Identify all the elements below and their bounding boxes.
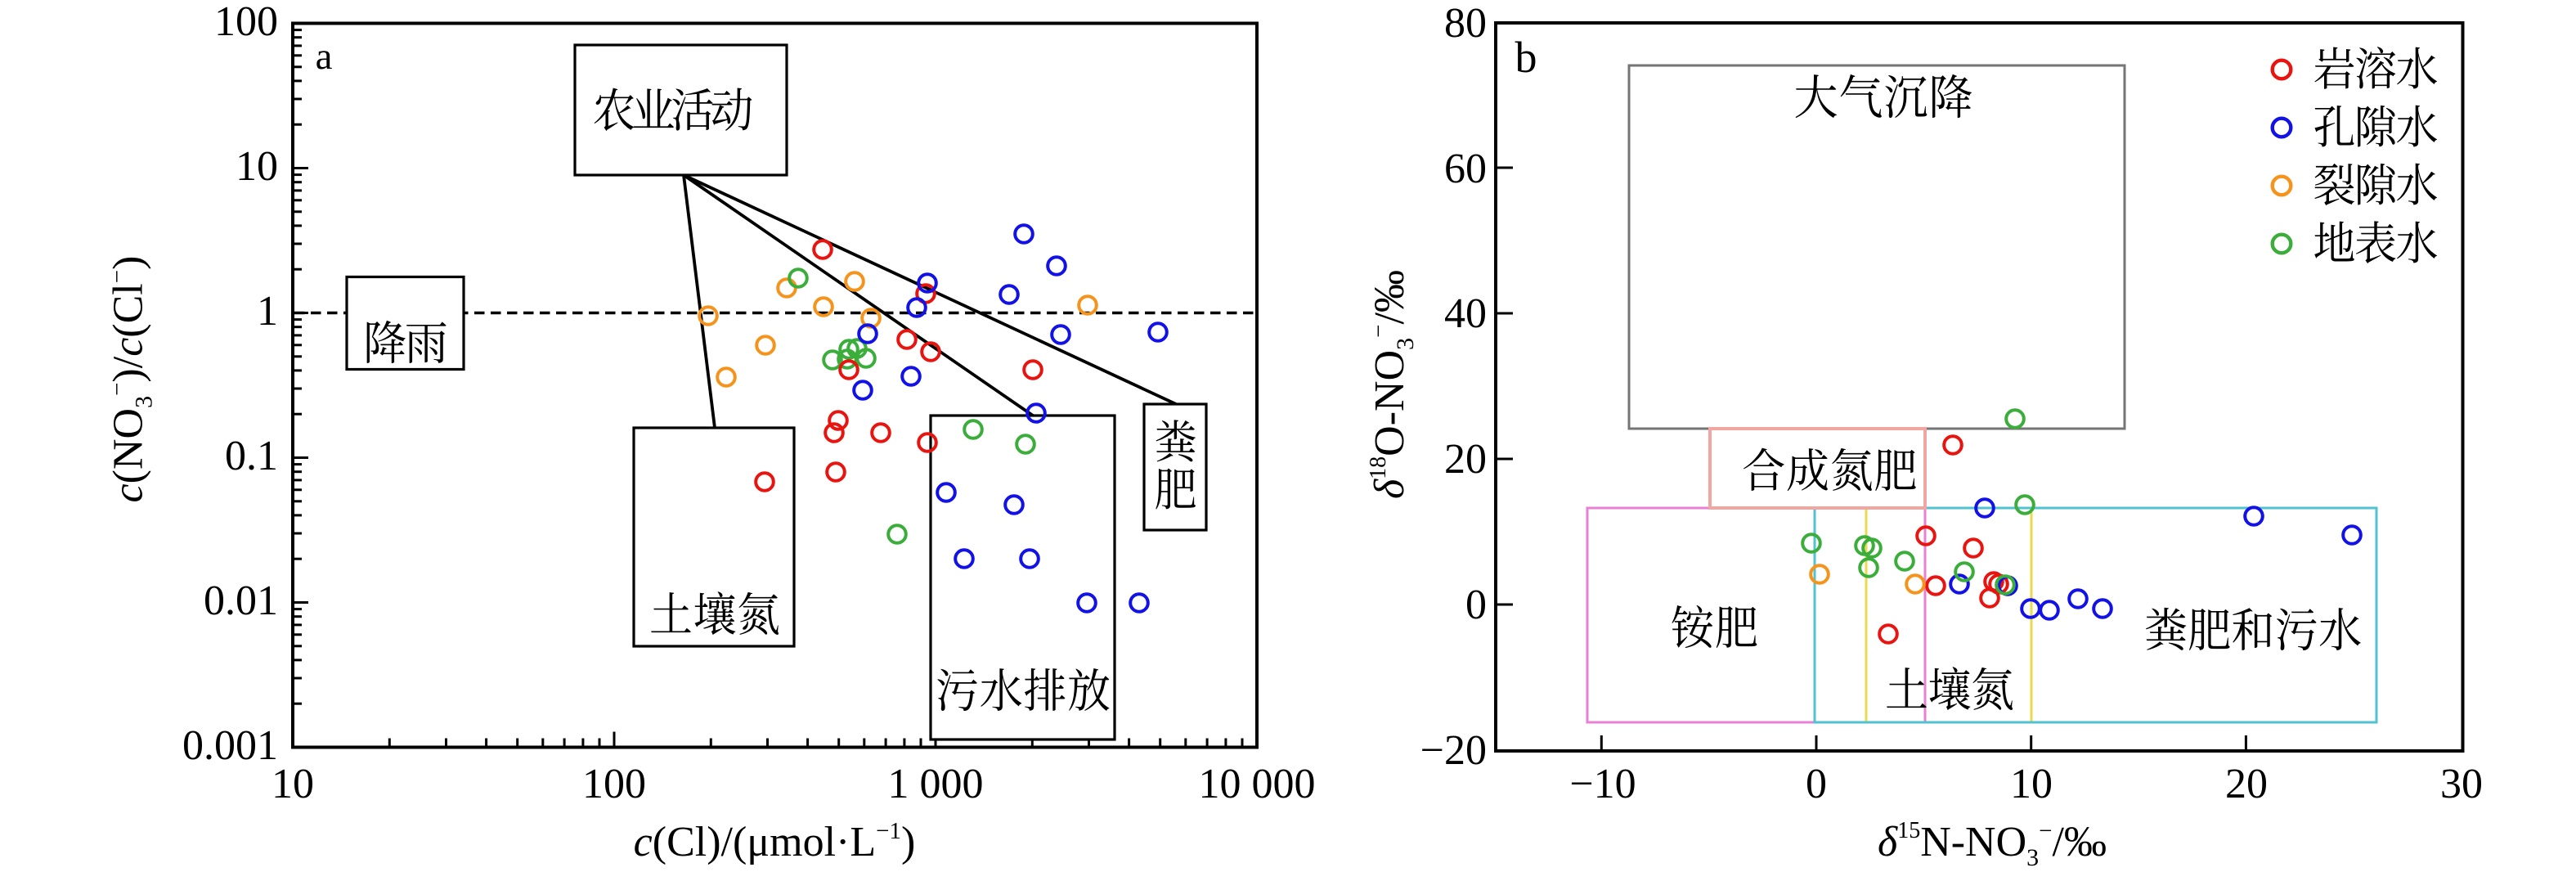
svg-text:100: 100 bbox=[582, 761, 646, 807]
svg-text:0: 0 bbox=[1806, 761, 1827, 807]
svg-text:80: 80 bbox=[1444, 0, 1487, 47]
svg-text:20: 20 bbox=[2225, 761, 2268, 807]
svg-text:10: 10 bbox=[2010, 761, 2053, 807]
svg-text:100: 100 bbox=[214, 0, 278, 45]
svg-text:40: 40 bbox=[1444, 290, 1487, 337]
svg-text:0.1: 0.1 bbox=[225, 433, 278, 479]
svg-text:b: b bbox=[1515, 33, 1537, 82]
svg-text:δ18O-NO3−/‰: δ18O-NO3−/‰ bbox=[1366, 270, 1419, 499]
svg-text:30: 30 bbox=[2440, 761, 2483, 807]
svg-text:0.01: 0.01 bbox=[204, 578, 278, 624]
svg-text:0.001: 0.001 bbox=[182, 722, 278, 769]
svg-text:−20: −20 bbox=[1420, 727, 1487, 774]
svg-text:c(Cl)/(μmol·L−1): c(Cl)/(μmol·L−1) bbox=[634, 818, 916, 865]
svg-text:60: 60 bbox=[1444, 146, 1487, 192]
svg-text:0: 0 bbox=[1465, 582, 1487, 628]
svg-text:1 000: 1 000 bbox=[888, 761, 984, 807]
svg-text:10: 10 bbox=[236, 143, 278, 190]
svg-text:1: 1 bbox=[257, 288, 278, 335]
svg-text:a: a bbox=[316, 35, 333, 78]
svg-text:c(NO3−)/c(Cl−): c(NO3−)/c(Cl−) bbox=[105, 256, 158, 503]
svg-text:20: 20 bbox=[1444, 436, 1487, 483]
svg-text:10: 10 bbox=[272, 761, 314, 807]
svg-text:−10: −10 bbox=[1569, 761, 1636, 807]
svg-text:δ15N-NO3−/‰: δ15N-NO3−/‰ bbox=[1878, 818, 2107, 871]
svg-text:10 000: 10 000 bbox=[1199, 761, 1316, 807]
